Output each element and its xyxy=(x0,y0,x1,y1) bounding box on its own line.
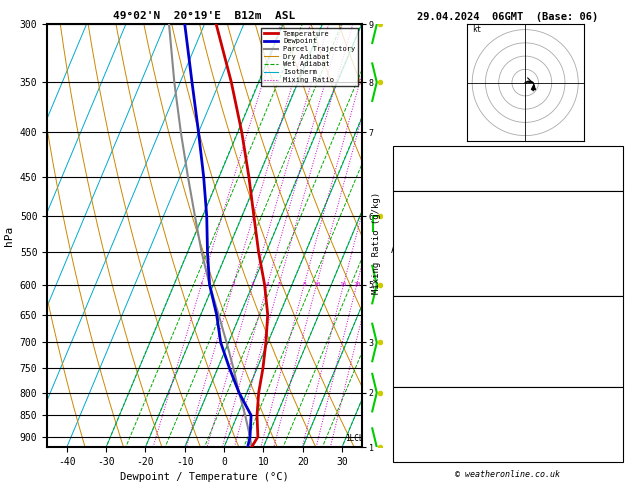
Text: 1.27: 1.27 xyxy=(598,180,619,189)
Text: 2: 2 xyxy=(231,282,235,287)
Text: Most Unstable: Most Unstable xyxy=(473,300,543,309)
Text: Mixing Ratio (g/kg): Mixing Ratio (g/kg) xyxy=(372,192,381,294)
Text: CAPE (J): CAPE (J) xyxy=(398,270,441,279)
Text: 16: 16 xyxy=(340,282,347,287)
Y-axis label: km
ASL: km ASL xyxy=(391,236,407,255)
Text: 20: 20 xyxy=(353,282,360,287)
Text: 11: 11 xyxy=(608,255,619,264)
Text: 0: 0 xyxy=(613,270,619,279)
Text: 12: 12 xyxy=(608,421,619,430)
Text: SREH: SREH xyxy=(398,421,420,430)
Text: © weatheronline.co.uk: © weatheronline.co.uk xyxy=(455,469,560,479)
Text: K: K xyxy=(398,150,404,158)
Text: EH: EH xyxy=(398,406,409,415)
Text: 302: 302 xyxy=(603,240,619,249)
Text: 700: 700 xyxy=(603,315,619,324)
Text: StmDir: StmDir xyxy=(398,436,430,445)
Text: 265°: 265° xyxy=(598,436,619,445)
Legend: Temperature, Dewpoint, Parcel Trajectory, Dry Adiabat, Wet Adiabat, Isotherm, Mi: Temperature, Dewpoint, Parcel Trajectory… xyxy=(261,28,358,86)
Text: PW (cm): PW (cm) xyxy=(398,180,436,189)
Text: 1: 1 xyxy=(199,282,203,287)
Text: 3: 3 xyxy=(251,282,255,287)
Text: Lifted Index: Lifted Index xyxy=(398,255,463,264)
Text: 6.8: 6.8 xyxy=(603,210,619,219)
Text: 311: 311 xyxy=(603,330,619,339)
Text: 5: 5 xyxy=(277,282,281,287)
Text: CAPE (J): CAPE (J) xyxy=(398,361,441,369)
Text: Hodograph: Hodograph xyxy=(484,391,532,399)
Text: Lifted Index: Lifted Index xyxy=(398,346,463,354)
Text: 6: 6 xyxy=(613,346,619,354)
Text: 43: 43 xyxy=(608,165,619,174)
X-axis label: Dewpoint / Temperature (°C): Dewpoint / Temperature (°C) xyxy=(120,472,289,483)
Text: CIN (J): CIN (J) xyxy=(398,376,436,384)
Text: 29.04.2024  06GMT  (Base: 06): 29.04.2024 06GMT (Base: 06) xyxy=(417,12,599,22)
Y-axis label: hPa: hPa xyxy=(4,226,14,246)
Text: 10: 10 xyxy=(313,282,320,287)
Text: θₑ (K): θₑ (K) xyxy=(398,330,430,339)
Text: θₑ(K): θₑ(K) xyxy=(398,240,425,249)
Text: 8: 8 xyxy=(303,282,306,287)
Text: 6: 6 xyxy=(613,451,619,460)
Text: 0: 0 xyxy=(613,376,619,384)
Text: Temp (°C): Temp (°C) xyxy=(398,210,447,219)
Text: 12: 12 xyxy=(608,406,619,415)
Text: 4: 4 xyxy=(265,282,269,287)
Text: StmSpd (kt): StmSpd (kt) xyxy=(398,451,457,460)
Text: 14: 14 xyxy=(608,150,619,158)
Text: Dewp (°C): Dewp (°C) xyxy=(398,225,447,234)
Text: 5.3: 5.3 xyxy=(603,225,619,234)
Text: Totals Totals: Totals Totals xyxy=(398,165,468,174)
Text: Surface: Surface xyxy=(489,195,526,204)
Text: kt: kt xyxy=(472,25,481,34)
Text: Pressure (mb): Pressure (mb) xyxy=(398,315,468,324)
Text: 0: 0 xyxy=(613,285,619,294)
Title: 49°02'N  20°19'E  B12m  ASL: 49°02'N 20°19'E B12m ASL xyxy=(113,11,296,21)
Text: CIN (J): CIN (J) xyxy=(398,285,436,294)
Text: 0: 0 xyxy=(613,361,619,369)
Text: 1LCL: 1LCL xyxy=(345,434,364,443)
